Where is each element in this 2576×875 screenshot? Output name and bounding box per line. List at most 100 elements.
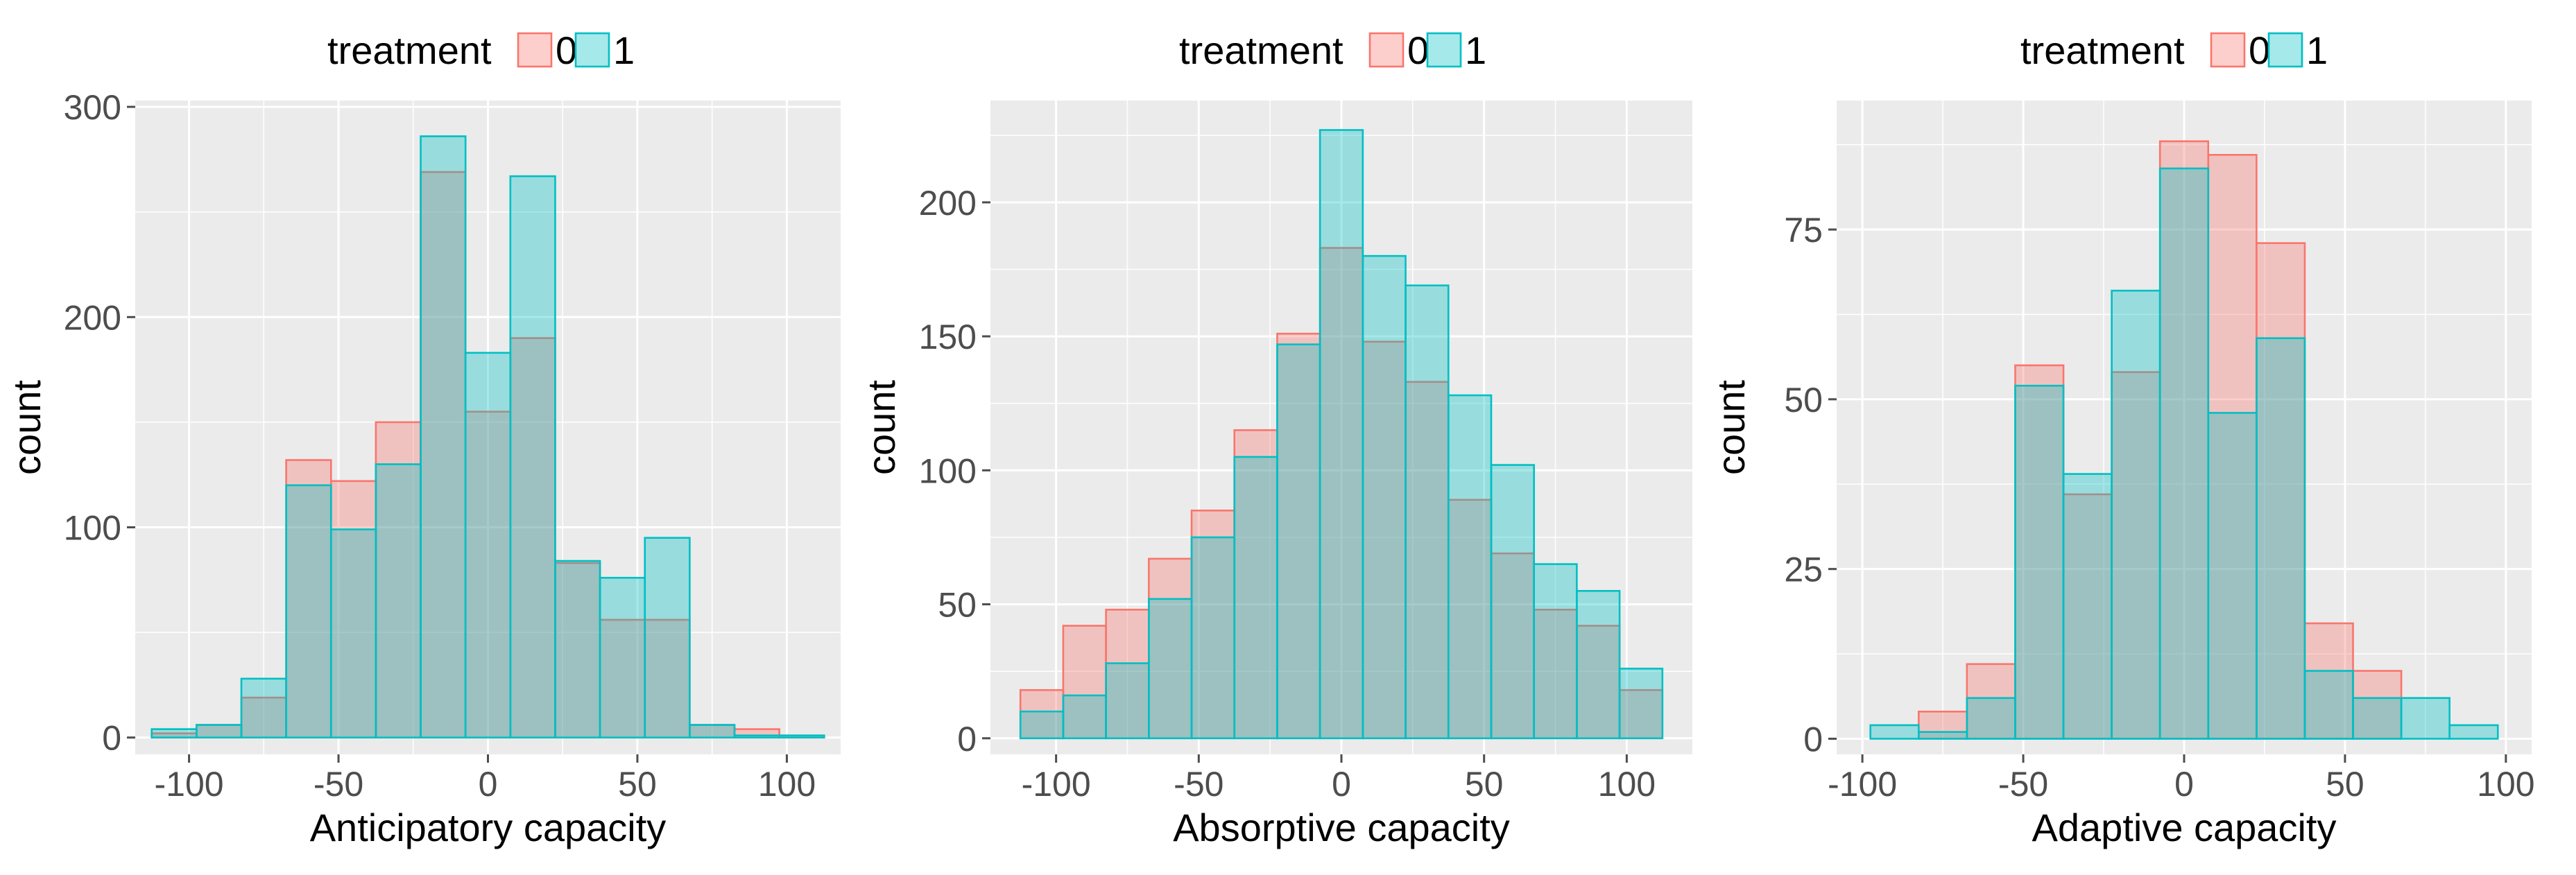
legend-label-treatment-0: 0 — [2249, 28, 2270, 72]
y-tick-label: 100 — [919, 451, 977, 490]
series-treatment-1 — [1869, 167, 2499, 740]
histogram-bar-treatment-1 — [240, 677, 287, 739]
histogram-bar-treatment-1 — [2400, 697, 2451, 740]
legend: treatment 0 1 — [1179, 28, 1486, 72]
histogram-bar-treatment-0 — [2352, 670, 2403, 740]
histogram-bar-treatment-1 — [644, 537, 691, 739]
x-tick-label: -50 — [1998, 765, 2048, 804]
histogram-bar-treatment-0 — [240, 696, 287, 739]
legend-key-treatment-1 — [2267, 32, 2303, 68]
histogram-bar-treatment-1 — [1319, 129, 1364, 740]
y-tick-label: 0 — [1803, 720, 1823, 759]
histogram-bar-treatment-1 — [1533, 563, 1578, 740]
x-tick-label: 100 — [2477, 765, 2534, 804]
y-tick-label: 0 — [957, 720, 977, 759]
legend-label-treatment-1: 1 — [2306, 28, 2328, 72]
y-axis-title: count — [859, 380, 903, 475]
histogram-bar-treatment-1 — [1917, 731, 1968, 740]
x-axis-title: Absorptive capacity — [1173, 806, 1510, 849]
series-treatment-0 — [151, 171, 825, 739]
y-tick-label: 50 — [938, 586, 977, 625]
x-tick-label: -50 — [1174, 765, 1223, 804]
histogram-bar-treatment-1 — [2014, 384, 2065, 740]
legend-label-treatment-0: 0 — [556, 28, 577, 72]
histogram-bar-treatment-1 — [2207, 412, 2258, 740]
y-tick-label: 200 — [64, 298, 121, 337]
histogram-bar-treatment-0 — [1447, 499, 1493, 740]
legend-key-treatment-0 — [2210, 32, 2246, 68]
y-tick-label: 300 — [64, 88, 121, 127]
histogram-bar-treatment-1 — [2352, 697, 2403, 740]
histogram-anticipatory-capacity: -100 -50 0 50 100 0 100 200 300 Anticipatory capa… — [5, 28, 841, 849]
histogram-bar-treatment-0 — [2303, 622, 2354, 740]
histogram-bar-treatment-1 — [599, 576, 646, 739]
histogram-bar-treatment-0 — [2207, 154, 2258, 740]
histogram-bar-treatment-1 — [1190, 536, 1236, 740]
x-tick-label: -100 — [1022, 765, 1091, 804]
x-tick-label: -50 — [314, 765, 363, 804]
histogram-bar-treatment-1 — [1062, 694, 1107, 740]
histogram-bar-treatment-0 — [464, 410, 512, 739]
histogram-bar-treatment-1 — [2062, 473, 2113, 740]
y-tick-label: 100 — [64, 509, 121, 548]
y-axis-title: count — [1709, 380, 1753, 475]
x-tick-label: 0 — [2174, 765, 2194, 804]
x-axis-title: Anticipatory capacity — [310, 806, 667, 849]
histogram-bar-treatment-1 — [509, 175, 556, 739]
series-treatment-0 — [1917, 140, 2403, 740]
y-tick-label: 50 — [1784, 381, 1823, 419]
histogram-bar-treatment-1 — [1276, 343, 1321, 740]
series-treatment-1 — [1019, 129, 1664, 740]
x-tick-label: 50 — [1465, 765, 1504, 804]
x-tick-label: 100 — [1598, 765, 1656, 804]
histogram-bar-treatment-0 — [644, 618, 691, 739]
y-axis-title: count — [5, 380, 49, 475]
histogram-bar-treatment-1 — [1447, 394, 1493, 740]
histogram-bar-treatment-0 — [1966, 663, 2016, 740]
histogram-bar-treatment-1 — [329, 528, 377, 739]
legend: treatment 0 1 — [327, 28, 635, 72]
y-tick-label: 75 — [1784, 211, 1823, 250]
histogram-adaptive-capacity: -100 -50 0 50 100 0 25 50 75 Adaptive capacity cou… — [1709, 28, 2535, 849]
histogram-bar-treatment-1 — [375, 463, 422, 739]
legend-label-treatment-1: 1 — [613, 28, 635, 72]
x-axis-title: Adaptive capacity — [2032, 806, 2337, 849]
histogram-bar-treatment-1 — [2256, 337, 2306, 740]
histogram-bar-treatment-1 — [420, 135, 467, 739]
histogram-bar-treatment-1 — [1576, 589, 1621, 740]
histogram-bar-treatment-1 — [1490, 464, 1535, 740]
x-tick-label: 0 — [479, 765, 498, 804]
legend-title: treatment — [327, 28, 492, 72]
x-tick-label: -100 — [155, 765, 224, 804]
histogram-bar-treatment-1 — [554, 560, 601, 739]
y-tick-label: 0 — [102, 719, 121, 758]
histogram-bar-treatment-1 — [464, 352, 512, 739]
legend-title: treatment — [1179, 28, 1343, 72]
histogram-bar-treatment-1 — [1105, 662, 1150, 740]
x-tick-label: 50 — [2326, 765, 2364, 804]
histogram-bar-treatment-1 — [285, 484, 332, 739]
legend-label-treatment-0: 0 — [1407, 28, 1429, 72]
y-tick-label: 25 — [1784, 551, 1823, 589]
histogram-bar-treatment-1 — [1618, 668, 1664, 740]
histogram-bar-treatment-1 — [1966, 697, 2016, 740]
histogram-bar-treatment-1 — [1148, 598, 1193, 740]
histogram-bar-treatment-1 — [689, 724, 736, 739]
legend: treatment 0 1 — [2020, 28, 2328, 72]
histogram-bar-treatment-1 — [2158, 167, 2210, 740]
histogram-bar-treatment-1 — [196, 724, 243, 739]
legend-title: treatment — [2020, 28, 2185, 72]
histogram-bar-treatment-1 — [2448, 724, 2499, 740]
x-tick-label: 100 — [758, 765, 816, 804]
legend-key-treatment-0 — [1368, 32, 1405, 68]
histogram-bar-treatment-0 — [509, 337, 556, 739]
histogram-bar-treatment-1 — [733, 734, 780, 739]
y-tick-label: 200 — [919, 184, 977, 223]
histogram-bar-treatment-1 — [1019, 710, 1065, 740]
histogram-bar-treatment-1 — [1362, 254, 1407, 740]
legend-key-treatment-1 — [574, 32, 610, 68]
x-tick-label: 0 — [1332, 765, 1351, 804]
histogram-bar-treatment-1 — [1405, 284, 1450, 740]
histogram-bar-treatment-1 — [151, 728, 198, 739]
